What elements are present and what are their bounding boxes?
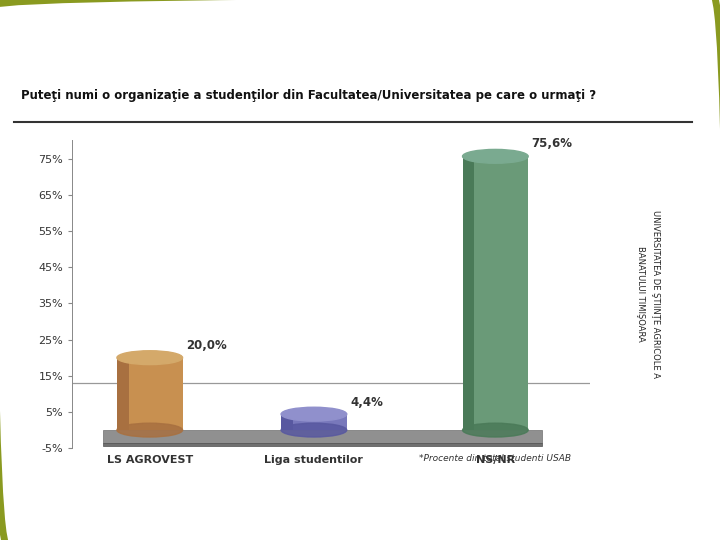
Text: IMPLICAREA ÎN ORGANIZAŢIILE STUDENŢEŞTI: IMPLICAREA ÎN ORGANIZAŢIILE STUDENŢEŞTI — [149, 32, 571, 52]
Ellipse shape — [281, 407, 347, 421]
Bar — [474, 157, 528, 430]
Bar — [103, 443, 542, 445]
Ellipse shape — [462, 423, 528, 437]
Bar — [462, 157, 474, 430]
Text: 4,4%: 4,4% — [350, 396, 383, 409]
Bar — [103, 430, 542, 443]
Text: 75,6%: 75,6% — [531, 137, 572, 150]
Text: Puteţi numi o organizaţie a studenţilor din Facultatea/Universitatea pe care o u: Puteţi numi o organizaţie a studenţilor … — [22, 89, 596, 102]
Bar — [129, 357, 183, 430]
Ellipse shape — [462, 150, 528, 163]
Ellipse shape — [117, 351, 183, 364]
Ellipse shape — [117, 423, 183, 437]
Text: 20,0%: 20,0% — [186, 339, 227, 352]
Text: UNIVERSITATEA DE ŞTIINŢE AGRICOLE A
BANATULUI TIMIŞOARA: UNIVERSITATEA DE ŞTIINŢE AGRICOLE A BANA… — [636, 210, 660, 379]
Text: *Procente din total studenti USAB: *Procente din total studenti USAB — [419, 454, 572, 463]
Ellipse shape — [281, 423, 347, 437]
Bar — [281, 414, 293, 430]
Bar — [117, 357, 129, 430]
Bar — [293, 414, 347, 430]
